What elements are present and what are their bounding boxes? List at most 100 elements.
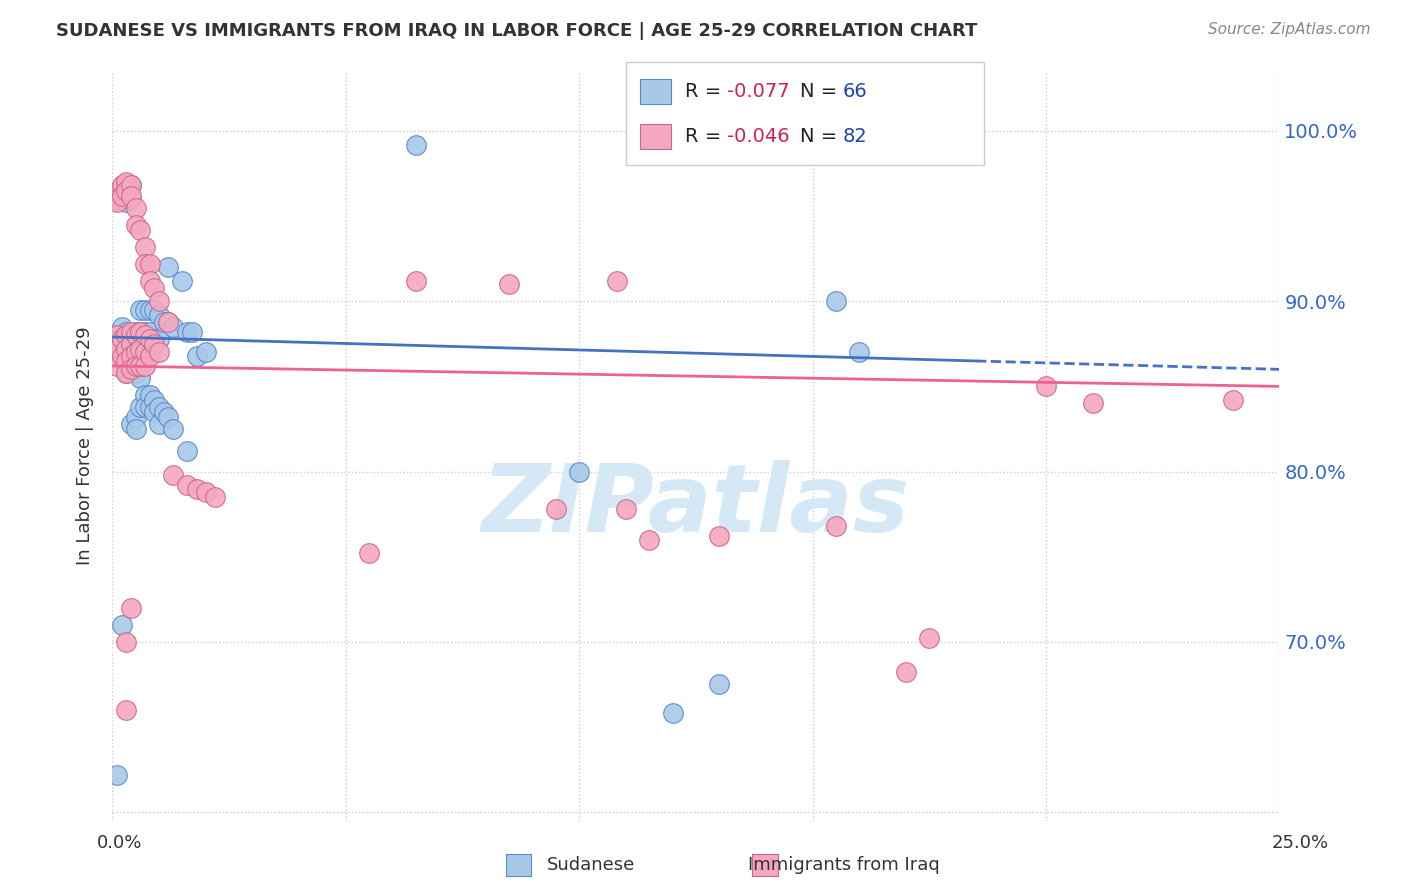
Text: SUDANESE VS IMMIGRANTS FROM IRAQ IN LABOR FORCE | AGE 25-29 CORRELATION CHART: SUDANESE VS IMMIGRANTS FROM IRAQ IN LABO…	[56, 22, 977, 40]
Point	[105, 192, 128, 206]
Point	[143, 302, 166, 317]
Point	[405, 274, 427, 288]
Text: -0.046: -0.046	[727, 127, 790, 145]
Point	[661, 706, 683, 721]
Point	[405, 137, 427, 152]
Text: R =: R =	[685, 127, 727, 145]
Point	[115, 184, 138, 198]
Point	[115, 328, 138, 343]
Point	[105, 767, 128, 781]
Point	[134, 325, 156, 339]
Point	[115, 366, 138, 380]
Point	[638, 533, 661, 547]
Point	[157, 315, 180, 329]
Point	[176, 444, 198, 458]
Point	[134, 388, 156, 402]
Point	[1081, 396, 1104, 410]
Point	[139, 302, 162, 317]
Point	[134, 345, 156, 359]
Text: ZIPatlas: ZIPatlas	[482, 460, 910, 552]
Point	[157, 410, 180, 425]
Point	[111, 617, 134, 632]
Point	[125, 345, 148, 359]
Point	[120, 188, 142, 202]
Point	[111, 332, 134, 346]
Point	[709, 677, 731, 691]
Point	[115, 336, 138, 351]
Point	[709, 529, 731, 543]
Point	[125, 325, 148, 339]
Point	[115, 184, 138, 198]
Point	[115, 366, 138, 380]
Text: R =: R =	[685, 82, 727, 101]
Y-axis label: In Labor Force | Age 25-29: In Labor Force | Age 25-29	[76, 326, 94, 566]
Point	[120, 417, 142, 431]
Point	[111, 349, 134, 363]
Point	[129, 342, 152, 356]
Point	[111, 332, 134, 346]
Point	[134, 400, 156, 414]
Point	[139, 325, 162, 339]
Point	[134, 359, 156, 373]
Point	[544, 502, 567, 516]
Point	[153, 315, 176, 329]
Point	[157, 260, 180, 275]
Point	[148, 294, 170, 309]
Point	[125, 328, 148, 343]
Point	[134, 302, 156, 317]
Text: 0.0%: 0.0%	[97, 834, 142, 852]
Point	[894, 665, 917, 680]
Point	[129, 325, 152, 339]
Point	[134, 240, 156, 254]
Point	[139, 274, 162, 288]
Point	[139, 257, 162, 271]
Point	[115, 354, 138, 368]
Point	[614, 502, 637, 516]
Point	[115, 342, 138, 356]
Text: N =: N =	[800, 127, 844, 145]
Point	[120, 362, 142, 376]
Point	[176, 478, 198, 492]
Point	[194, 345, 217, 359]
Point	[129, 302, 152, 317]
Point	[1222, 392, 1244, 407]
Text: Immigrants from Iraq: Immigrants from Iraq	[748, 856, 939, 874]
Point	[125, 359, 148, 373]
Text: -0.077: -0.077	[727, 82, 790, 101]
Point	[172, 274, 194, 288]
Text: 66: 66	[842, 82, 868, 101]
Point	[148, 332, 170, 346]
Point	[129, 400, 152, 414]
Point	[143, 392, 166, 407]
Point	[143, 332, 166, 346]
Point	[120, 600, 142, 615]
Point	[115, 175, 138, 189]
Point	[115, 195, 138, 210]
Point	[105, 342, 128, 356]
Point	[148, 308, 170, 322]
Point	[157, 315, 180, 329]
Point	[120, 178, 142, 193]
Point	[105, 359, 128, 373]
Point	[143, 280, 166, 294]
Point	[115, 192, 138, 206]
Point	[148, 417, 170, 431]
Point	[176, 325, 198, 339]
Point	[115, 345, 138, 359]
Point	[134, 257, 156, 271]
Point	[129, 371, 152, 385]
Point	[139, 400, 162, 414]
Point	[115, 635, 138, 649]
Point	[105, 332, 128, 346]
Point	[1035, 379, 1057, 393]
Point	[139, 388, 162, 402]
Text: Sudanese: Sudanese	[547, 856, 634, 874]
Point	[120, 349, 142, 363]
Point	[125, 410, 148, 425]
Point	[111, 188, 134, 202]
Point	[359, 546, 381, 560]
Point	[125, 422, 148, 436]
Point	[105, 195, 128, 210]
Point	[153, 405, 176, 419]
Point	[162, 319, 184, 334]
